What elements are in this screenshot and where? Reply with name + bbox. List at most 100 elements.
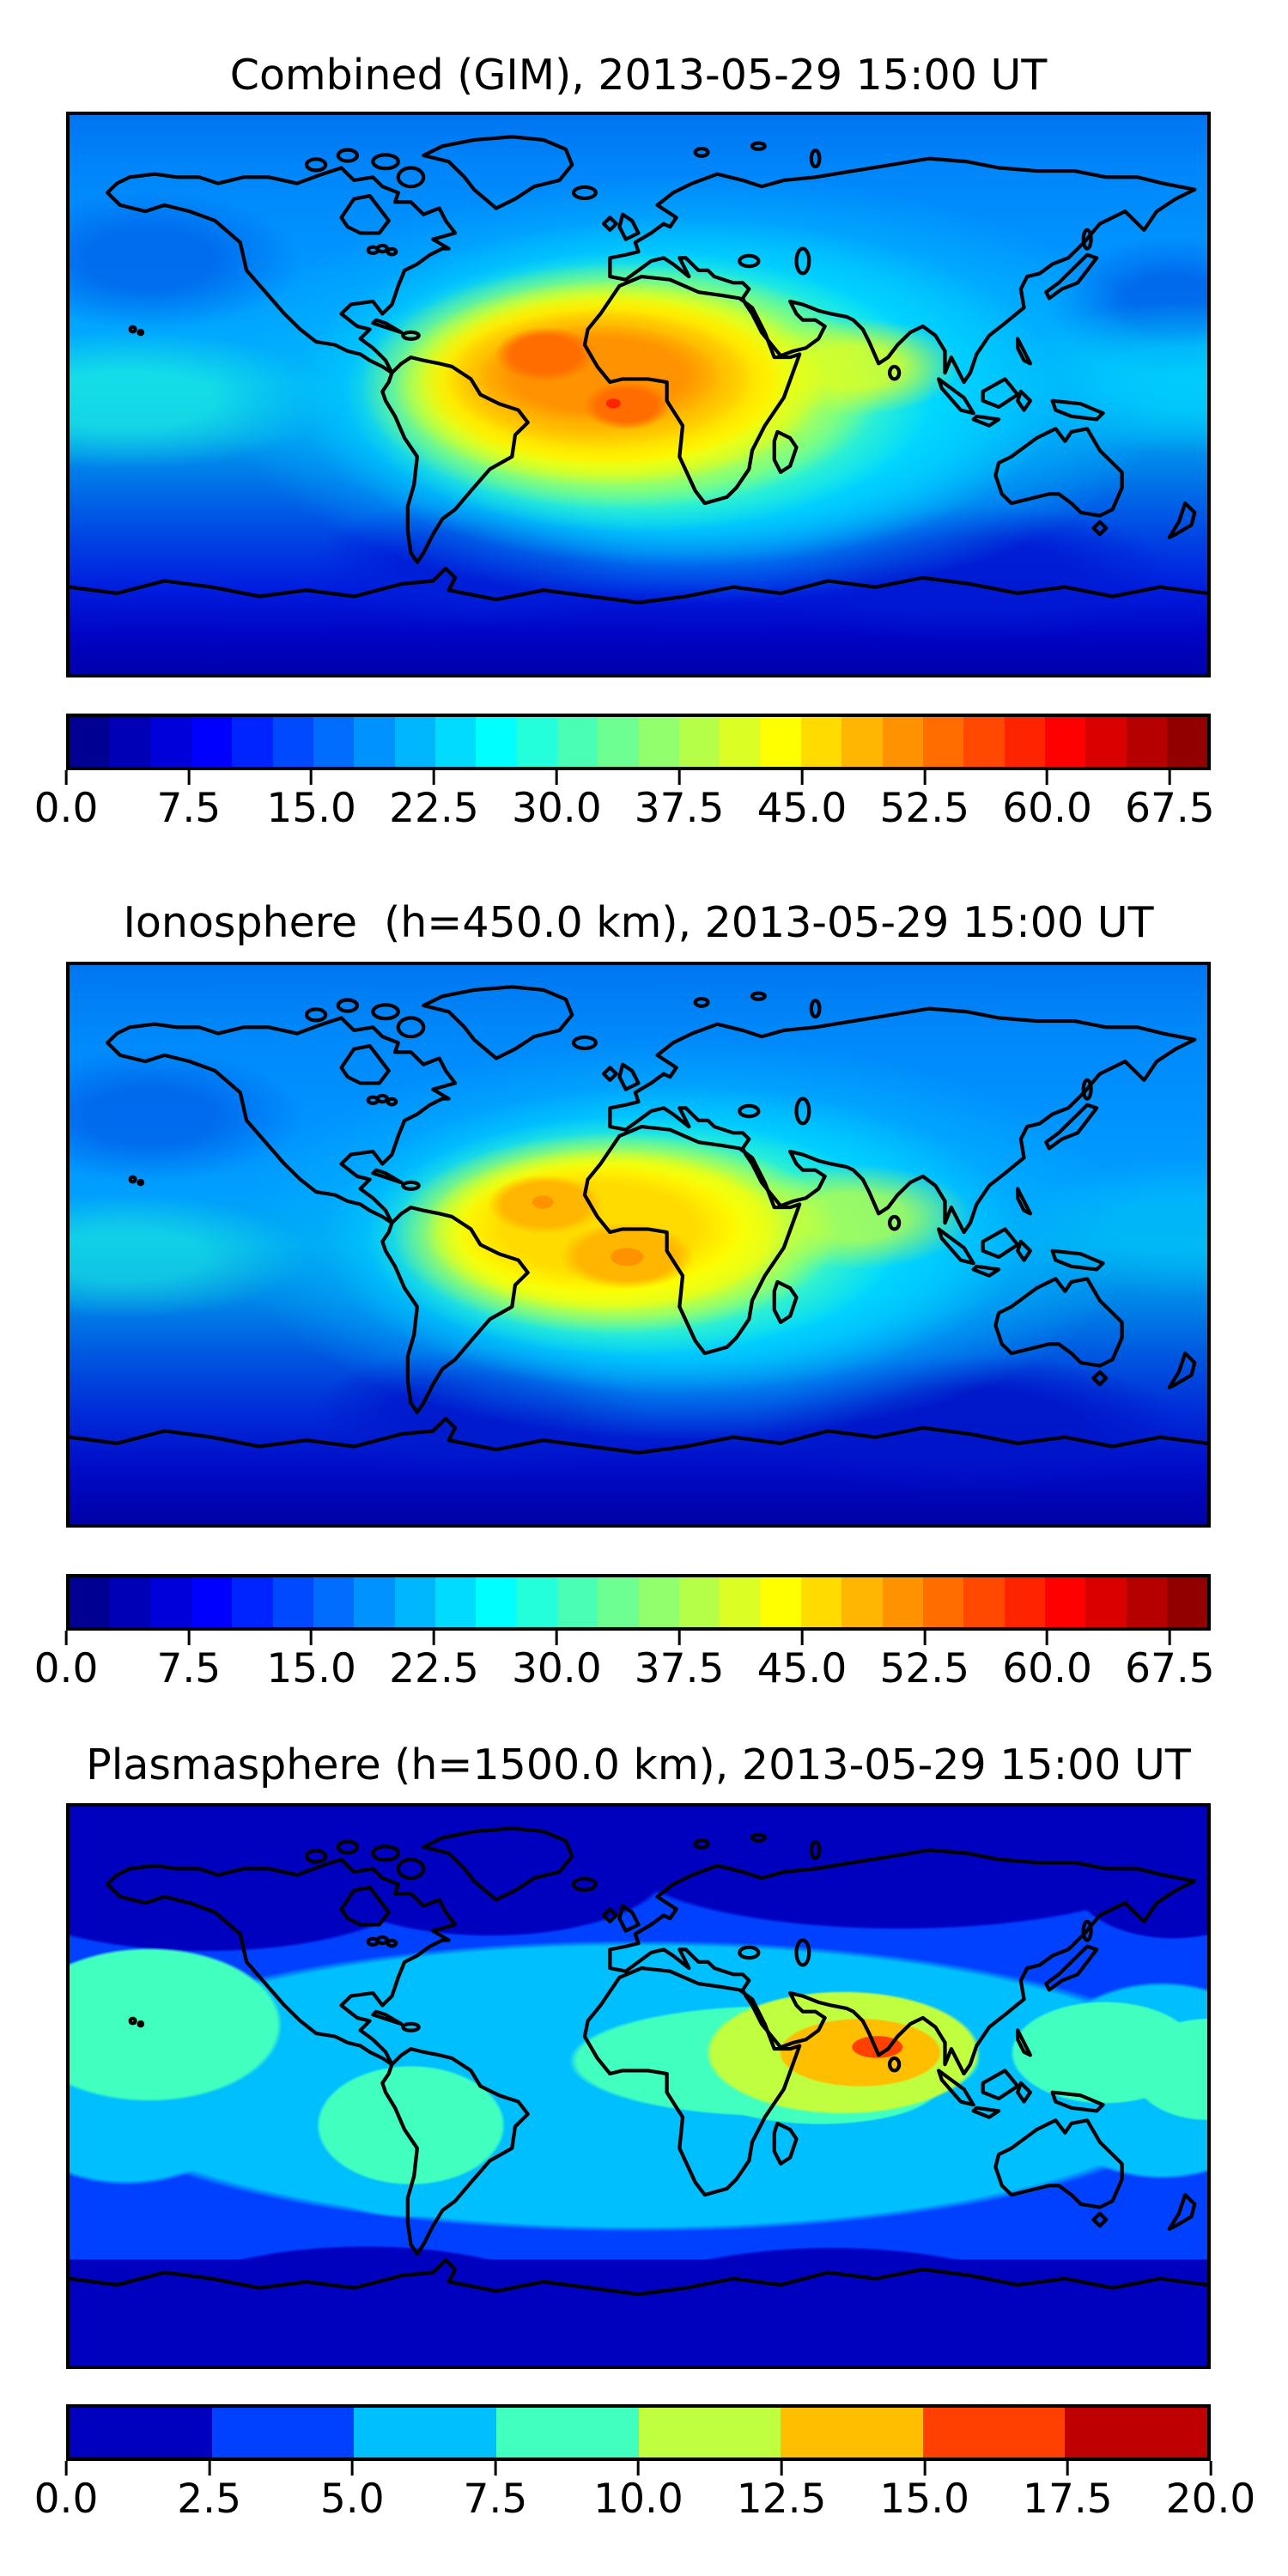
tick-label: 60.0	[1002, 1645, 1092, 1692]
colorbar-segment	[516, 1577, 557, 1627]
map-title-combined: Combined (GIM), 2013-05-29 15:00 UT	[229, 51, 1048, 100]
tick-label: 5.0	[319, 2476, 385, 2523]
tick-label: 45.0	[756, 785, 848, 832]
colorbar-tick: 22.5	[389, 770, 479, 831]
tick-label: 15.0	[266, 1645, 356, 1692]
tick-mark	[1168, 770, 1171, 785]
colorbar-segment	[495, 2408, 639, 2458]
colorbar-tick: 17.5	[1023, 2461, 1113, 2522]
tick-mark	[187, 770, 191, 785]
tick-mark	[923, 2461, 927, 2476]
colorbar-segment	[150, 1577, 191, 1627]
colorbar-segment	[638, 1577, 679, 1627]
colorbar-tick: 15.0	[266, 1631, 356, 1692]
tick-label: 0.0	[33, 785, 99, 832]
colorbar-segment	[1126, 1577, 1167, 1627]
colorbar-segment	[394, 717, 435, 767]
world-coastline-overlay	[70, 1807, 1207, 2366]
tick-mark	[350, 2461, 354, 2476]
colorbar-segment	[272, 1577, 313, 1627]
tick-mark	[923, 1631, 927, 1645]
colorbar-tick: 60.0	[1002, 770, 1092, 831]
world-coastline-overlay	[70, 965, 1207, 1524]
tick-label: 37.5	[634, 785, 725, 832]
colorbar-tick: 30.0	[512, 770, 602, 831]
colorbar-segment	[1166, 717, 1208, 767]
colorbar-tick: 0.0	[33, 770, 99, 832]
tick-label: 52.5	[879, 785, 970, 832]
colorbar-tick: 45.0	[756, 770, 848, 832]
colorbar-segment	[598, 717, 639, 767]
colorbar-segment	[476, 717, 517, 767]
colorbar-segment	[313, 717, 355, 767]
colorbar-segment	[598, 1577, 639, 1627]
colorbar-tick: 12.5	[737, 2461, 826, 2522]
colorbar-tick: 52.5	[879, 770, 969, 831]
tick-mark	[64, 1631, 68, 1645]
colorbar-ticks-combined: 0.0 7.5 15.0 22.5 30.0 37.5 45.0 52.5 60.0 67.5	[34, 770, 1215, 865]
tick-mark	[677, 1631, 681, 1645]
colorbar-segment	[1085, 1577, 1127, 1627]
tick-label: 37.5	[634, 1645, 725, 1692]
tick-label: 45.0	[756, 1645, 848, 1692]
tick-label: 0.0	[33, 1645, 99, 1692]
tick-label: 15.0	[266, 785, 356, 832]
tick-mark	[432, 770, 435, 785]
tick-mark	[1168, 1631, 1171, 1645]
colorbar-segment	[556, 717, 598, 767]
colorbar-segment	[841, 717, 883, 767]
tick-label: 22.5	[389, 785, 479, 832]
colorbar-tick: 60.0	[1002, 1631, 1092, 1692]
tick-mark	[1046, 770, 1049, 785]
tick-label: 7.5	[156, 1645, 222, 1692]
tick-mark	[1046, 1631, 1049, 1645]
world-coastline-overlay	[70, 115, 1207, 674]
colorbar-tick: 15.0	[879, 2461, 969, 2522]
colorbar-segment	[476, 1577, 517, 1627]
colorbar-tick: 22.5	[389, 1631, 479, 1692]
colorbar-segment	[110, 717, 151, 767]
tick-mark	[923, 770, 927, 785]
colorbar-tick: 5.0	[320, 2461, 385, 2522]
tick-mark	[310, 770, 313, 785]
colorbar-ticks-ionosphere: 0.0 7.5 15.0 22.5 30.0 37.5 45.0 52.5 60.0 67.5	[34, 1631, 1215, 1725]
tick-mark	[187, 1631, 191, 1645]
colorbar-segment	[760, 1577, 801, 1627]
colorbar-tick: 7.5	[156, 1631, 221, 1692]
tick-label: 10.0	[593, 2476, 683, 2523]
tick-mark	[494, 2461, 497, 2476]
colorbar-segment	[1065, 2408, 1207, 2458]
colorbar-tick: 7.5	[156, 770, 221, 831]
colorbar-segment	[1044, 717, 1086, 767]
colorbar-segment	[232, 717, 273, 767]
colorbar-segment	[720, 717, 761, 767]
tick-mark	[208, 2461, 211, 2476]
colorbar-segment	[922, 717, 964, 767]
tick-label: 7.5	[463, 2476, 528, 2523]
colorbar-segment	[354, 717, 395, 767]
tick-mark	[64, 2461, 68, 2476]
tick-label: 0.0	[33, 2476, 99, 2523]
colorbar-tick: 37.5	[634, 770, 725, 832]
tick-mark	[677, 770, 681, 785]
map-panel-combined	[66, 112, 1211, 677]
colorbar-segment	[800, 1577, 842, 1627]
colorbar-tick: 7.5	[463, 2461, 528, 2523]
map-title-ionosphere: Ionosphere (h=450.0 km), 2013-05-29 15:0…	[123, 898, 1154, 947]
colorbar-segment	[800, 717, 842, 767]
colorbar-segment	[963, 1577, 1005, 1627]
colorbar-tick: 67.5	[1125, 1631, 1215, 1692]
tick-label: 52.5	[879, 1645, 970, 1692]
colorbar-tick: 45.0	[756, 1631, 848, 1692]
tick-mark	[1209, 2461, 1212, 2476]
colorbar-tick: 67.5	[1125, 770, 1215, 831]
colorbar-segment	[638, 2408, 781, 2458]
tick-label: 22.5	[389, 1645, 479, 1692]
colorbar-segment	[1126, 717, 1167, 767]
colorbar-segment	[70, 2408, 212, 2458]
colorbar-segment	[638, 717, 679, 767]
tick-mark	[555, 770, 558, 785]
colorbar-segment	[678, 717, 720, 767]
tick-label: 30.0	[511, 785, 602, 832]
tick-label: 60.0	[1002, 785, 1092, 832]
